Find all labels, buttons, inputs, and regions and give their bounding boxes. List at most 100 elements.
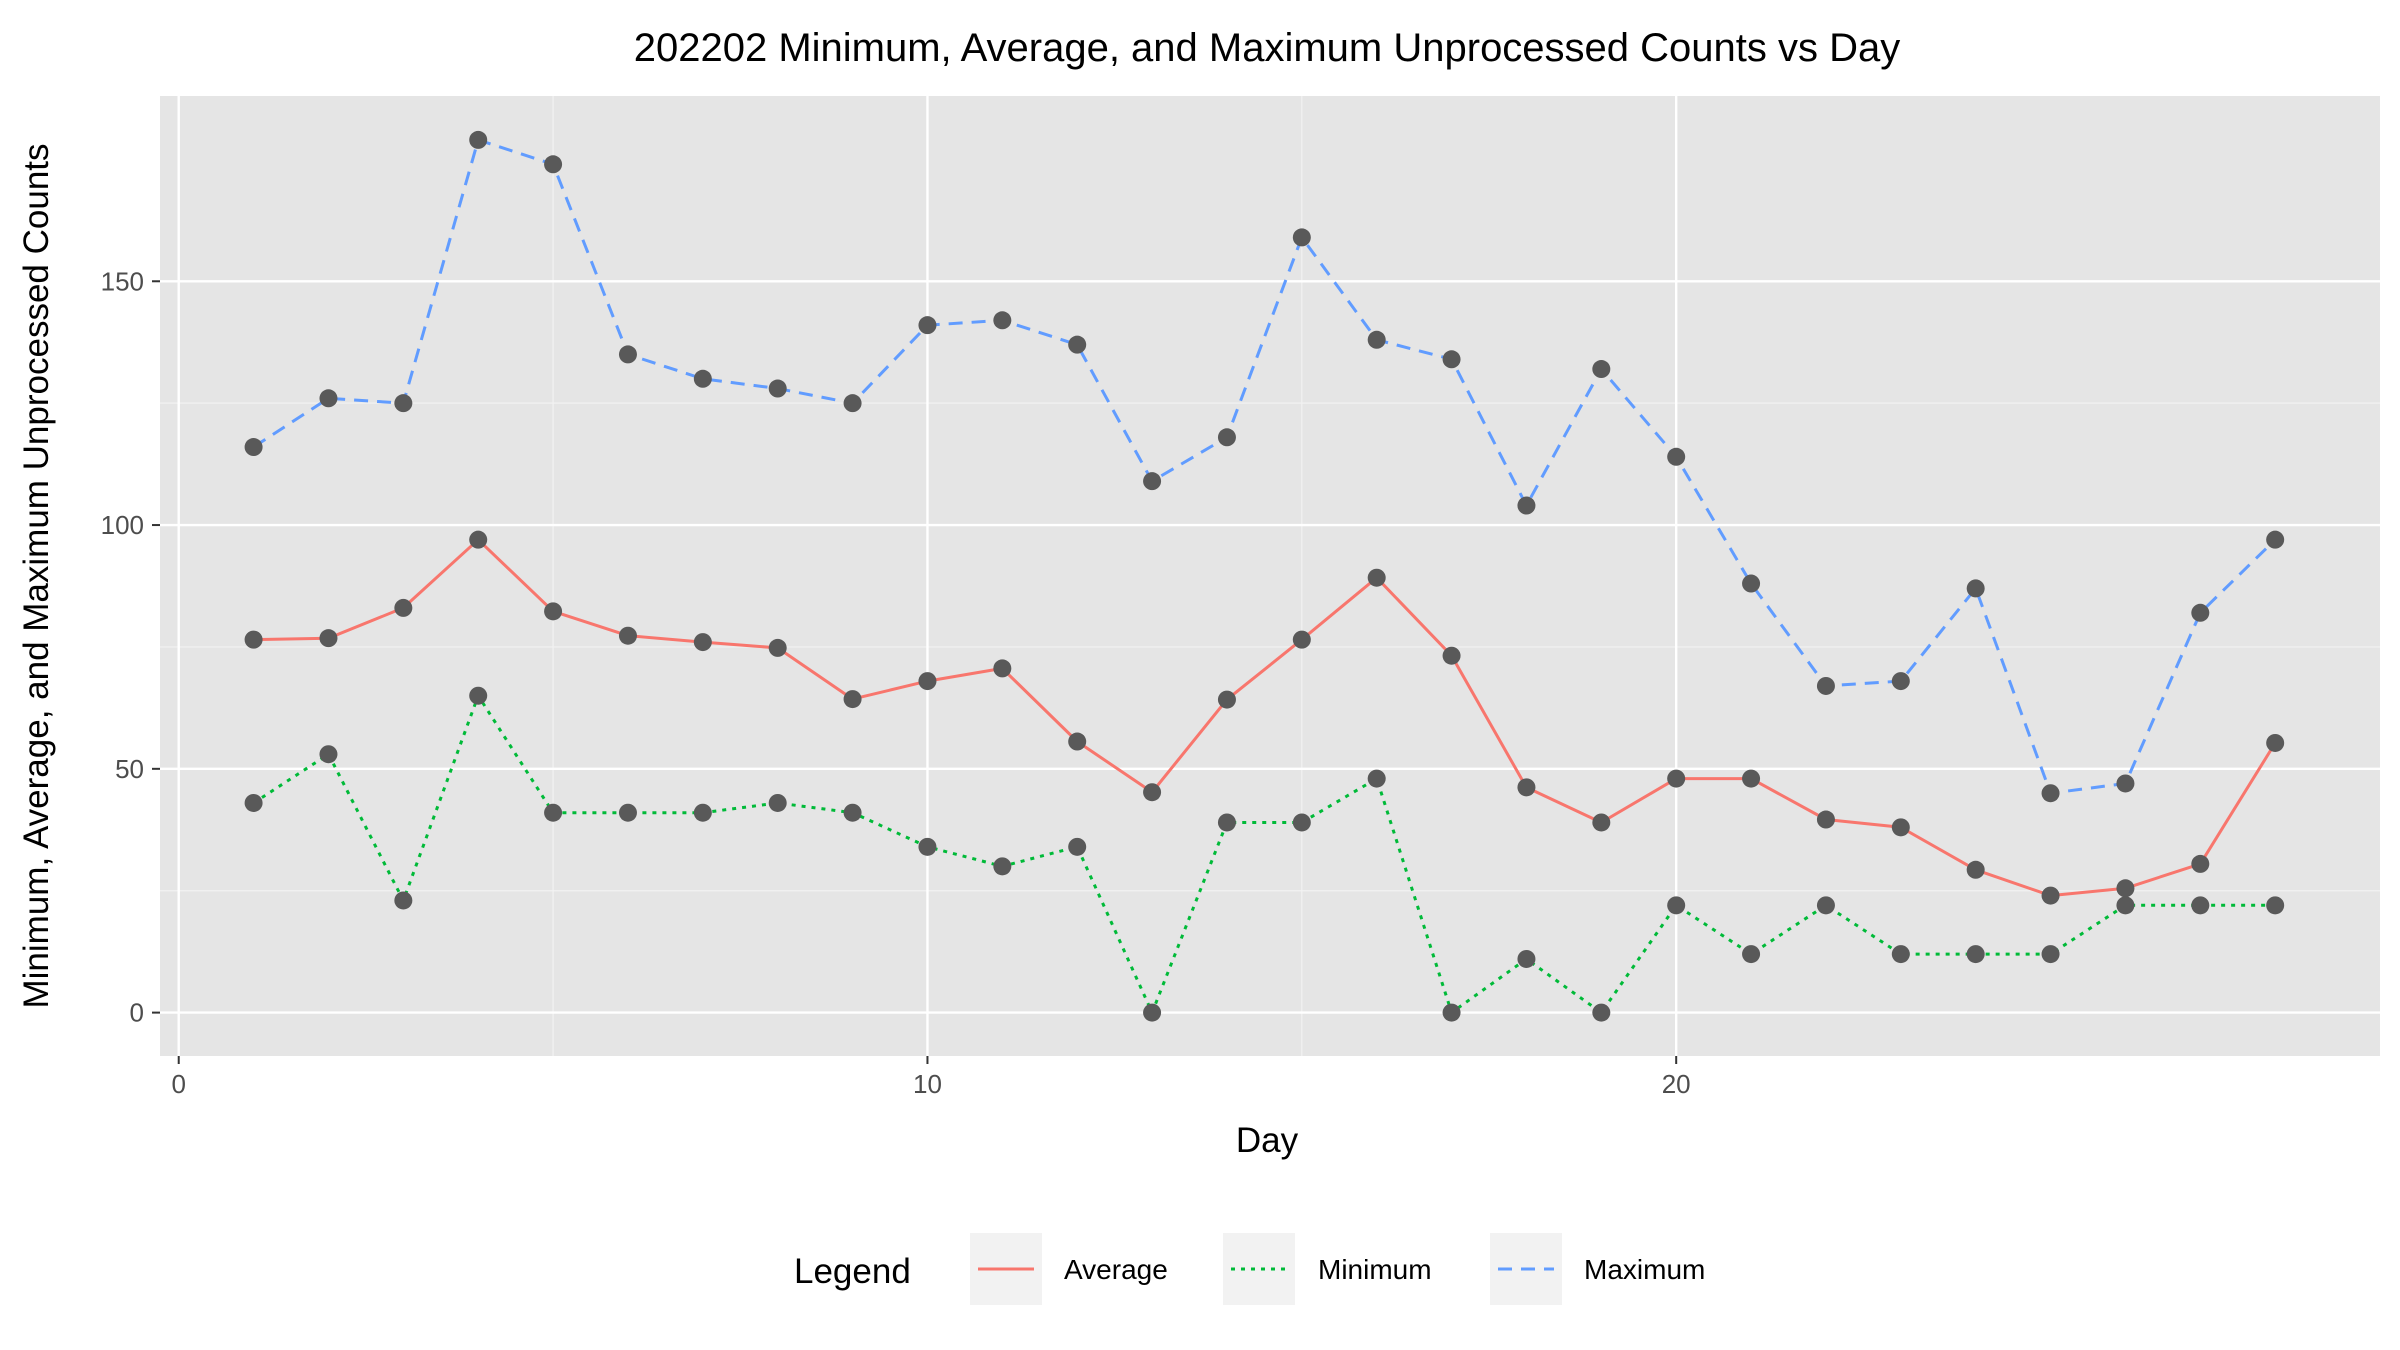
- data-point-maximum: [1068, 335, 1087, 354]
- legend: Legend Average Minimum Maximum: [794, 1233, 1705, 1305]
- data-point-average: [2041, 886, 2060, 905]
- y-tick-label: 0: [130, 998, 144, 1028]
- data-point-minimum: [1217, 813, 1236, 832]
- data-point-average: [918, 672, 937, 691]
- data-point-average: [1891, 818, 1910, 837]
- data-point-maximum: [2116, 774, 2135, 793]
- data-point-maximum: [1517, 496, 1536, 515]
- data-point-average: [1292, 630, 1311, 649]
- data-point-average: [1667, 769, 1686, 788]
- x-tick-label: 0: [171, 1069, 185, 1099]
- data-point-minimum: [918, 837, 937, 856]
- plot-panel: [160, 96, 2380, 1056]
- data-point-minimum: [1891, 945, 1910, 964]
- data-point-minimum: [1816, 896, 1835, 915]
- data-point-maximum: [1667, 447, 1686, 466]
- data-point-average: [319, 629, 338, 648]
- data-point-minimum: [544, 803, 563, 822]
- series-points: [244, 130, 2285, 1022]
- data-point-maximum: [319, 389, 338, 408]
- data-point-minimum: [1068, 837, 1087, 856]
- data-point-average: [843, 690, 862, 709]
- data-point-maximum: [1367, 330, 1386, 349]
- data-point-average: [2266, 733, 2285, 752]
- data-point-maximum: [1742, 574, 1761, 593]
- chart-title: 202202 Minimum, Average, and Maximum Unp…: [634, 26, 1901, 70]
- data-point-minimum: [618, 803, 637, 822]
- y-tick-label: 50: [115, 754, 144, 784]
- data-point-average: [244, 630, 263, 649]
- data-point-maximum: [1217, 428, 1236, 447]
- data-point-minimum: [1592, 1003, 1611, 1022]
- legend-title: Legend: [794, 1252, 911, 1291]
- y-tick-label: 100: [101, 510, 144, 540]
- data-point-minimum: [394, 891, 413, 910]
- data-point-maximum: [1891, 672, 1910, 691]
- data-point-maximum: [843, 394, 862, 413]
- data-point-average: [1217, 690, 1236, 709]
- data-point-minimum: [768, 793, 787, 812]
- data-point-maximum: [1816, 676, 1835, 695]
- y-axis: 0 50 100 150: [101, 266, 160, 1028]
- series-line-minimum: [252, 694, 2276, 1015]
- y-axis-title: Minimum, Average, and Maximum Unprocesse…: [17, 143, 56, 1008]
- data-point-average: [2116, 879, 2135, 898]
- legend-label-maximum: Maximum: [1584, 1254, 1705, 1285]
- data-point-maximum: [693, 369, 712, 388]
- data-point-minimum: [2191, 896, 2210, 915]
- data-point-maximum: [1143, 472, 1162, 491]
- y-tick-label: 150: [101, 266, 144, 296]
- data-point-minimum: [469, 686, 488, 705]
- data-point-average: [1442, 646, 1461, 665]
- data-point-minimum: [1667, 896, 1686, 915]
- data-point-maximum: [1442, 350, 1461, 369]
- series-line-maximum: [252, 138, 2277, 795]
- data-point-maximum: [1292, 228, 1311, 247]
- data-point-average: [993, 659, 1012, 678]
- data-point-average: [544, 602, 563, 621]
- data-point-maximum: [1966, 579, 1985, 598]
- data-point-minimum: [1517, 949, 1536, 968]
- x-tick-label: 20: [1662, 1069, 1691, 1099]
- data-point-minimum: [319, 745, 338, 764]
- data-point-maximum: [2041, 784, 2060, 803]
- data-point-maximum: [1592, 360, 1611, 379]
- data-point-average: [1742, 769, 1761, 788]
- data-point-maximum: [993, 311, 1012, 330]
- data-point-minimum: [1367, 769, 1386, 788]
- data-point-minimum: [1966, 945, 1985, 964]
- data-point-minimum: [244, 793, 263, 812]
- data-point-average: [1592, 813, 1611, 832]
- data-point-minimum: [1143, 1003, 1162, 1022]
- data-point-average: [693, 633, 712, 652]
- data-point-maximum: [618, 345, 637, 364]
- data-point-average: [618, 626, 637, 645]
- data-point-minimum: [843, 803, 862, 822]
- data-point-average: [394, 598, 413, 617]
- data-point-maximum: [768, 379, 787, 398]
- data-point-average: [1068, 732, 1087, 751]
- data-point-minimum: [2266, 896, 2285, 915]
- x-tick-label: 10: [913, 1069, 942, 1099]
- data-point-minimum: [1442, 1003, 1461, 1022]
- data-point-maximum: [244, 438, 263, 457]
- legend-label-minimum: Minimum: [1318, 1254, 1432, 1285]
- data-point-maximum: [544, 155, 563, 174]
- data-point-average: [1816, 810, 1835, 829]
- data-point-minimum: [1292, 813, 1311, 832]
- data-point-average: [1143, 783, 1162, 802]
- data-point-maximum: [394, 394, 413, 413]
- data-point-maximum: [469, 130, 488, 149]
- data-point-minimum: [693, 803, 712, 822]
- data-point-average: [1517, 778, 1536, 797]
- data-point-minimum: [1742, 945, 1761, 964]
- data-point-average: [2191, 854, 2210, 873]
- data-point-average: [1966, 860, 1985, 879]
- data-point-minimum: [993, 857, 1012, 876]
- data-point-average: [1367, 568, 1386, 587]
- grid-minor: [160, 96, 2380, 1056]
- series-lines: [252, 138, 2277, 1015]
- data-point-average: [768, 638, 787, 657]
- data-point-maximum: [918, 316, 937, 335]
